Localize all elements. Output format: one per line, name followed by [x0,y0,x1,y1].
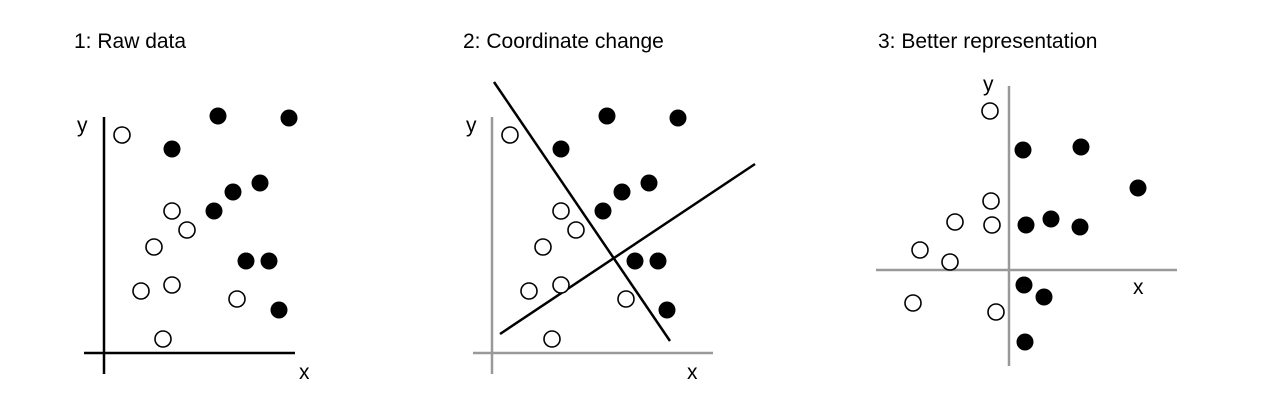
filled-point [1042,210,1060,228]
panel-2-points [501,107,687,348]
filled-point [1035,288,1053,306]
panel-2-y-label: y [466,114,477,137]
open-point [228,290,246,308]
filled-point [669,109,687,127]
panel-1-axes: y x [77,114,310,384]
open-point [178,221,196,239]
filled-point [598,107,616,125]
filled-point [1016,333,1034,351]
filled-point [552,140,570,158]
open-point [113,126,131,144]
open-point [981,102,999,120]
filled-point [594,202,612,220]
panel-2-axes: y x [466,81,756,384]
filled-point [270,301,288,319]
filled-point [649,252,667,270]
open-point [501,126,519,144]
open-point [520,282,538,300]
panel-1-y-label: y [77,114,88,137]
panel-title-raw-data: 1: Raw data [74,30,187,53]
open-point [132,282,150,300]
open-point [904,294,922,312]
panel-1-points [113,107,298,348]
filled-point [224,183,242,201]
open-point [163,202,181,220]
open-point [567,221,585,239]
panel-2-x-label: x [687,361,698,384]
open-point [145,238,163,256]
panel-title-better-representation: 3: Better representation [878,30,1098,53]
open-point [617,290,635,308]
filled-point [626,252,644,270]
filled-point [163,140,181,158]
filled-point [640,174,658,192]
panel-3-axes: y x [876,73,1177,366]
open-point [154,330,172,348]
panel-title-coordinate-change: 2: Coordinate change [463,30,664,53]
open-point [552,202,570,220]
open-point [946,213,964,231]
panel-3-y-label: y [983,73,994,96]
panel-2-new-axis-2 [499,162,756,336]
filled-point [658,301,676,319]
filled-point [1014,141,1032,159]
filled-point [1017,216,1035,234]
open-point [982,192,1000,210]
panel-3-points [904,102,1147,351]
filled-point [260,252,278,270]
filled-point [280,109,298,127]
open-point [534,238,552,256]
open-point [911,241,929,259]
open-point [163,276,181,294]
filled-point [1072,138,1090,156]
filled-point [613,183,631,201]
filled-point [1015,276,1033,294]
filled-point [251,174,269,192]
open-point [552,276,570,294]
open-point [983,216,1001,234]
filled-point [209,107,227,125]
panel-1-x-label: x [299,361,310,384]
filled-point [237,252,255,270]
filled-point [1071,218,1089,236]
filled-point [205,202,223,220]
open-point [941,253,959,271]
filled-point [1129,179,1147,197]
panel-2-new-axis-1 [492,81,672,342]
open-point [543,330,561,348]
panel-3-x-label: x [1133,276,1144,299]
open-point [987,303,1005,321]
